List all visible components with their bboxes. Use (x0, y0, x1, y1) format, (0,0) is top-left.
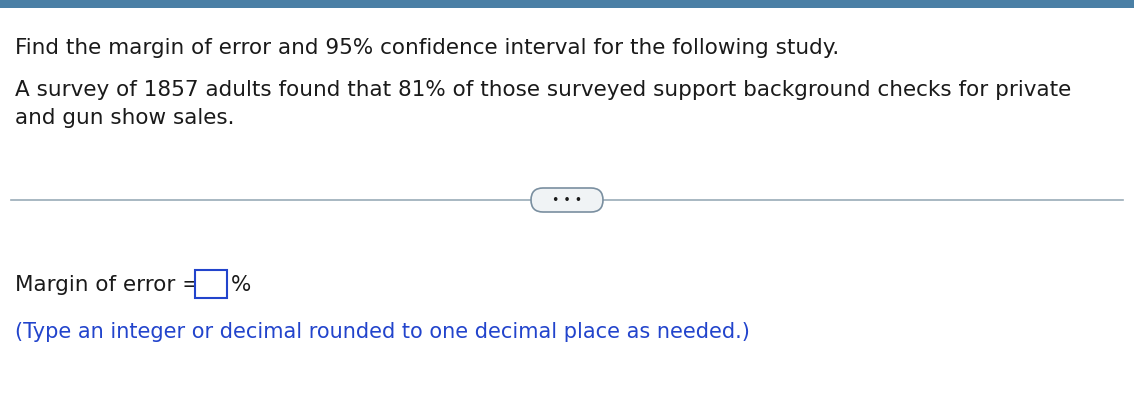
Text: A survey of 1857 adults found that 81% of those surveyed support background chec: A survey of 1857 adults found that 81% o… (15, 80, 1072, 100)
Bar (0, 0, 1134, 8)
FancyBboxPatch shape (531, 188, 603, 212)
Text: (Type an integer or decimal rounded to one decimal place as needed.): (Type an integer or decimal rounded to o… (15, 322, 750, 342)
Text: • • •: • • • (552, 193, 582, 207)
Text: and gun show sales.: and gun show sales. (15, 108, 235, 128)
FancyBboxPatch shape (195, 270, 227, 298)
Text: Find the margin of error and 95% confidence interval for the following study.: Find the margin of error and 95% confide… (15, 38, 839, 58)
Text: Margin of error =: Margin of error = (15, 275, 208, 295)
Text: %: % (231, 275, 252, 295)
